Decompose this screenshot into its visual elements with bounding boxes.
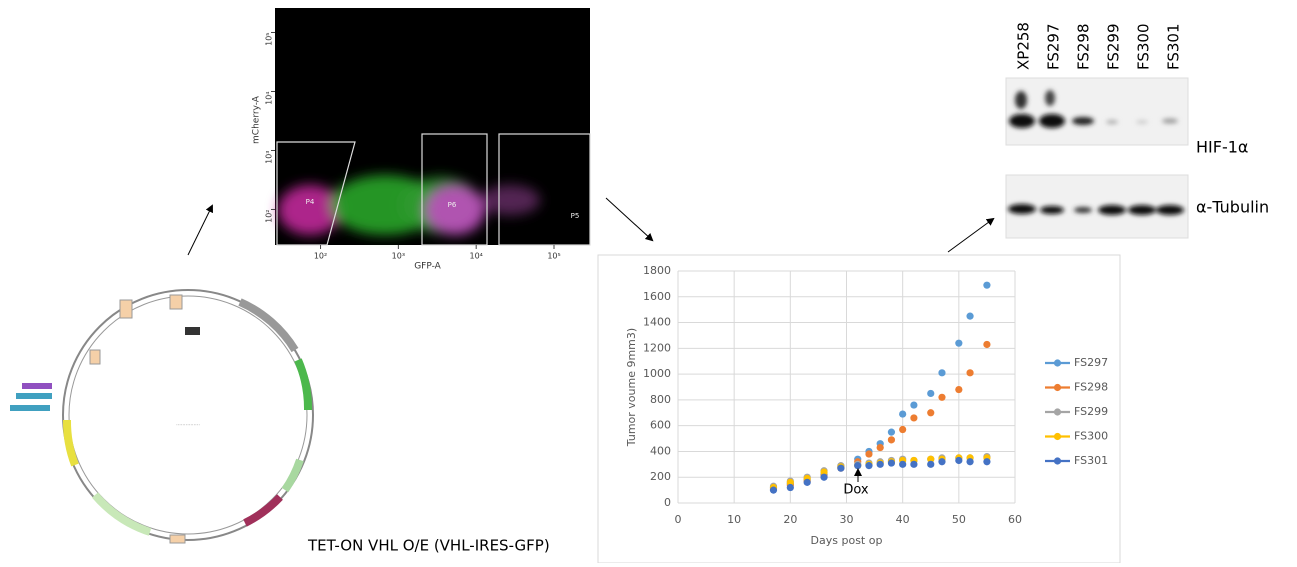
x-axis-label: GFP-A [414, 262, 441, 272]
lane-label: FS297 [1045, 23, 1063, 70]
svg-text:···············: ··············· [176, 423, 200, 429]
x-tick-label: 50 [952, 513, 966, 526]
data-point [966, 312, 974, 320]
y-axis-label: mCherry-A [252, 95, 262, 144]
y-tick-label: 10⁴ [265, 91, 274, 104]
blot-bands [1008, 90, 1184, 215]
data-point [938, 393, 946, 401]
x-tick-label: 0 [675, 513, 682, 526]
data-point [876, 443, 884, 452]
y-tick-label: 10³ [265, 150, 274, 163]
data-point [899, 425, 907, 434]
data-point [955, 456, 963, 465]
data-point [876, 460, 884, 468]
data-point [966, 458, 974, 466]
data-point [955, 339, 963, 347]
y-tick-label: 1200 [643, 341, 671, 354]
data-point [820, 473, 828, 481]
data-point [803, 478, 811, 486]
lane-label: FS301 [1165, 23, 1183, 70]
y-tick-label: 10² [265, 209, 274, 222]
lane-label: XP258 [1015, 22, 1033, 70]
data-point [854, 462, 862, 470]
data-point [899, 460, 907, 468]
data-point [966, 369, 974, 377]
band-label: HIF-1α [1196, 138, 1248, 157]
legend-swatch [1053, 359, 1062, 367]
data-point [938, 458, 946, 466]
legend-swatch [1053, 383, 1062, 392]
y-tick-label: 800 [650, 393, 671, 406]
lane-label: FS298 [1075, 23, 1093, 70]
data-point [927, 409, 935, 417]
x-axis-label: Days post op [811, 534, 883, 547]
data-point [865, 462, 873, 470]
data-point [910, 414, 918, 422]
data-point [983, 340, 991, 349]
data-point [769, 486, 778, 494]
y-tick-label: 400 [650, 444, 671, 457]
y-tick-label: 600 [650, 419, 671, 432]
data-point [865, 450, 873, 458]
y-tick-label: 1400 [643, 316, 671, 329]
x-tick-label: 10 [727, 513, 741, 526]
legend-label: FS298 [1074, 381, 1108, 394]
x-tick-label: 40 [896, 513, 910, 526]
x-tick-label: 10² [314, 252, 327, 261]
y-tick-label: 10⁵ [265, 32, 274, 45]
gate-label: P5 [571, 212, 580, 220]
plasmid-map: ··············· [10, 289, 314, 544]
plasmid-caption: TET-ON VHL O/E (VHL-IRES-GFP) [307, 537, 550, 555]
y-tick-label: 0 [664, 496, 671, 509]
data-point [910, 460, 918, 468]
data-point [786, 478, 794, 486]
blot-panel [1005, 77, 1189, 146]
x-tick-label: 30 [840, 513, 854, 526]
data-point [837, 464, 845, 472]
x-tick-label: 20 [783, 513, 797, 526]
legend-label: FS297 [1074, 356, 1108, 369]
data-point [927, 455, 935, 463]
y-tick-label: 1800 [643, 264, 671, 277]
data-point [938, 369, 946, 377]
data-point [786, 483, 794, 492]
data-point [983, 458, 991, 466]
x-tick-label: 10⁴ [469, 252, 482, 261]
flow-gates [276, 133, 591, 246]
x-tick-label: 10³ [392, 252, 405, 261]
legend-label: FS299 [1074, 405, 1108, 418]
gate-label: P6 [448, 201, 457, 209]
lane-label: FS299 [1105, 23, 1123, 70]
legend-swatch [1053, 408, 1062, 416]
annotation: Dox [843, 483, 869, 498]
x-tick-label: 60 [1008, 513, 1022, 526]
gate-label: P4 [306, 198, 315, 206]
data-point [899, 410, 907, 418]
y-tick-label: 200 [650, 470, 671, 483]
data-point [887, 459, 896, 467]
legend-label: FS301 [1074, 454, 1108, 467]
y-tick-label: 1000 [643, 367, 671, 380]
legend-swatch [1053, 432, 1062, 441]
blot-panel [1005, 174, 1189, 239]
arrows [187, 197, 995, 256]
y-axis-label: Tumor voume 9mm3) [625, 328, 638, 447]
y-tick-label: 1600 [643, 290, 671, 303]
x-tick-label: 10⁵ [547, 252, 560, 261]
legend-swatch [1053, 457, 1062, 465]
lane-label: FS300 [1135, 23, 1153, 70]
data-point [927, 460, 935, 468]
data-point [955, 385, 963, 394]
data-point [927, 389, 935, 398]
data-point [820, 468, 828, 476]
data-point [910, 401, 918, 409]
data-point [887, 428, 896, 436]
band-label: α-Tubulin [1196, 198, 1269, 217]
data-point [983, 281, 991, 289]
chart-frame [597, 254, 1121, 564]
legend-label: FS300 [1074, 430, 1108, 443]
flow-clouds [278, 175, 540, 235]
data-point [887, 436, 896, 444]
